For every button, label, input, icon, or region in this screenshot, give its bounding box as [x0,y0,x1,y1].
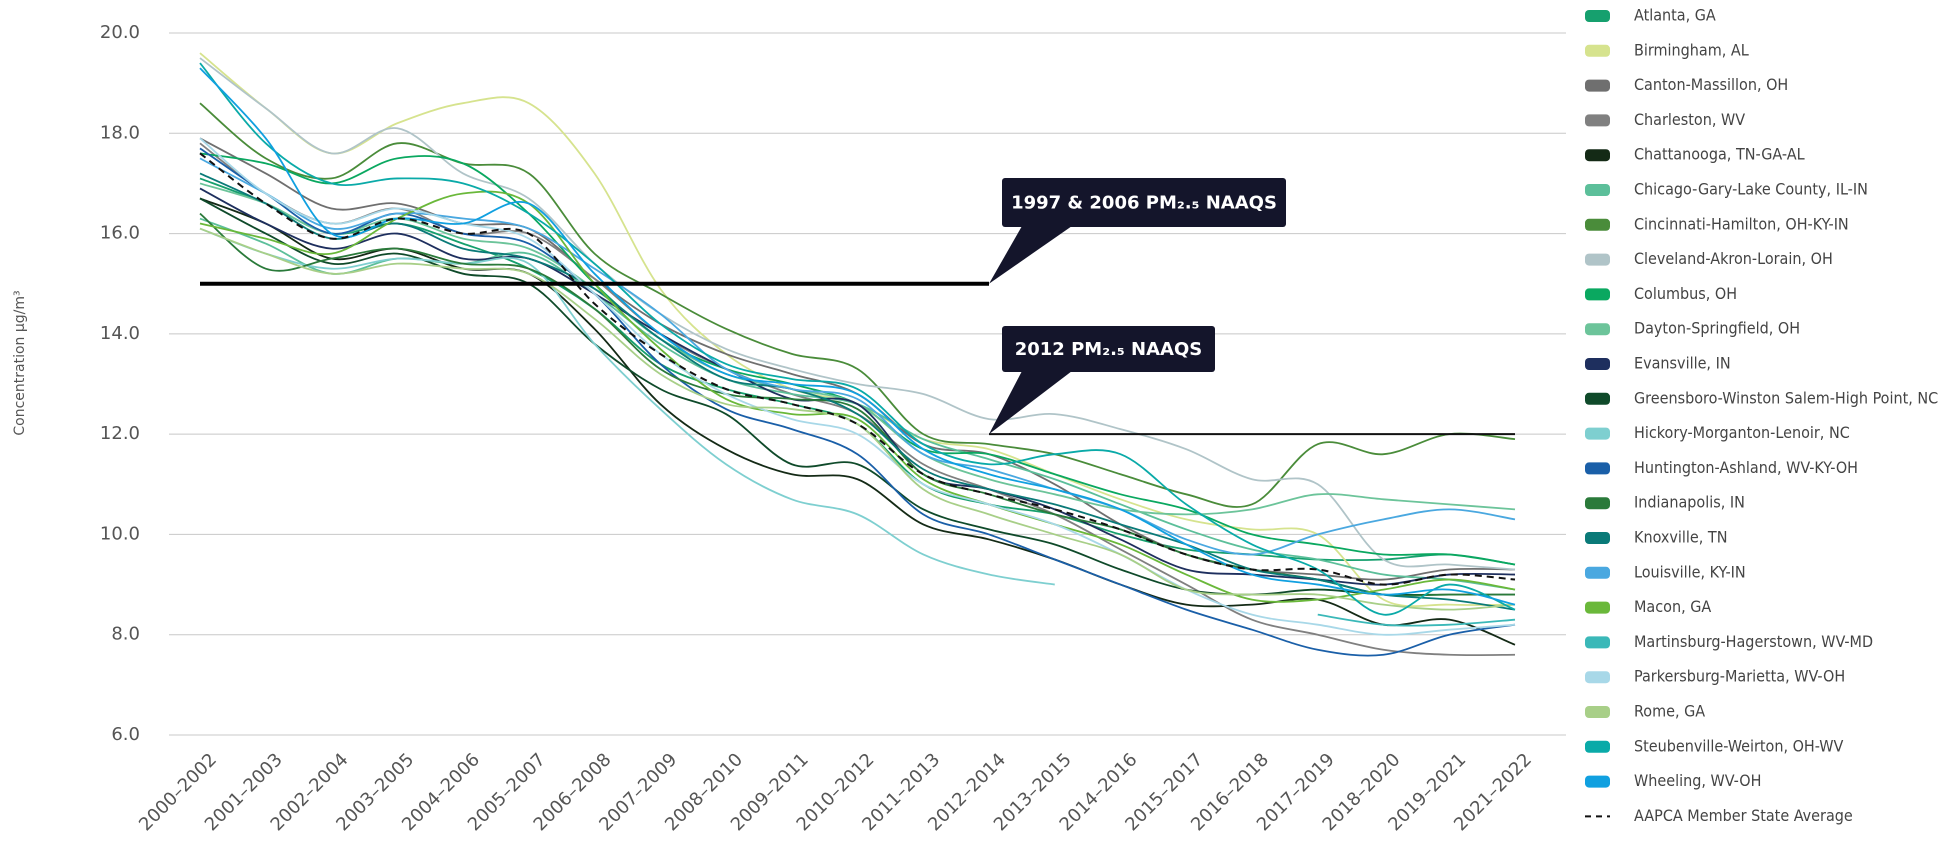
legend-label: Birmingham, AL [1634,40,1749,59]
legend-swatch [1585,566,1610,579]
legend-label: AAPCA Member State Average [1634,806,1853,825]
legend-swatch [1585,184,1610,196]
y-tick-label: 10.0 [100,523,140,544]
legend-swatch [1585,392,1610,405]
y-tick-label: 18.0 [100,122,140,143]
series-line [199,137,1516,636]
series-line [199,62,1516,616]
legend-label: Wheeling, WV-OH [1634,771,1761,790]
legend-label: Chattanooga, TN-GA-AL [1634,145,1805,164]
series-line [199,197,1516,646]
y-tick-label: 16.0 [100,223,140,244]
legend-label: Chicago-Gary-Lake County, IL-IN [1634,180,1868,199]
legend-label: Rome, GA [1634,702,1705,721]
legend-swatch [1585,358,1610,370]
legend-swatch [1585,44,1610,57]
series-line [199,177,1516,566]
legend-label: Parkersburg-Marietta, WV-OH [1634,667,1845,686]
legend-label: Greensboro-Winston Salem-High Point, NC [1634,388,1938,407]
legend-label: Macon, GA [1634,597,1711,616]
legend-swatch [1585,775,1610,788]
legend-label: Martinsburg-Hagerstown, WV-MD [1634,632,1873,651]
legend-swatch [1585,462,1610,475]
legend-swatch [1585,706,1610,718]
legend-label: Huntington-Ashland, WV-KY-OH [1634,458,1858,477]
series-line [199,227,1516,611]
callout-box [1002,178,1286,227]
series-line [199,57,1516,571]
series-line [1317,613,1516,627]
callout-label: 2012 PM₂.₅ NAAQS [1015,339,1203,360]
series-line [199,147,1516,657]
y-tick-label: 14.0 [100,323,140,344]
y-tick-label: 6.0 [111,724,140,745]
series-line [199,227,1055,586]
series-line [199,172,1516,611]
callout-pointer [989,226,1072,284]
series-line [199,152,1516,566]
legend-swatch [1585,288,1610,301]
legend-label: Knoxville, TN [1634,528,1727,547]
series-line [199,190,1516,603]
legend-swatch [1585,497,1610,510]
legend-label: Steubenville-Weirton, OH-WV [1634,736,1844,755]
callout-pointer [989,371,1072,435]
series-line [199,187,1516,586]
legend-swatch [1585,532,1610,544]
legend-label: Evansville, IN [1634,354,1731,373]
series-line [199,67,1516,606]
legend-swatch [1585,740,1610,753]
series-line [199,102,1516,508]
legend-label: Dayton-Springfield, OH [1634,319,1800,338]
legend-label: Atlanta, GA [1634,6,1716,25]
legend-label: Charleston, WV [1634,110,1745,129]
legend-swatch [1585,671,1610,684]
y-tick-label: 8.0 [111,624,140,645]
legend-label: Louisville, KY-IN [1634,562,1746,581]
legend-label: Cincinnati-Hamilton, OH-KY-IN [1634,214,1849,233]
legend-swatch [1585,636,1610,649]
legend-swatch [1585,114,1610,127]
legend-label: Indianapolis, IN [1634,493,1745,512]
legend-swatch [1585,253,1610,266]
series-line [199,157,1516,556]
legend-label: Columbus, OH [1634,284,1737,303]
legend-swatch [1585,601,1610,614]
callout-box [1002,326,1215,372]
average-line [199,152,1516,586]
legend-label: Canton-Massillon, OH [1634,75,1788,94]
series-line [199,52,1516,608]
y-axis-label: Concentration µg/m³ [12,290,28,435]
legend-swatch [1585,10,1610,22]
legend-label: Cleveland-Akron-Lorain, OH [1634,249,1833,268]
legend-swatch [1585,427,1610,440]
legend-swatch [1585,79,1610,92]
legend-swatch [1585,218,1610,231]
legend-swatch [1585,323,1610,336]
legend-swatch [1585,149,1610,162]
callout-label: 1997 & 2006 PM₂.₅ NAAQS [1011,193,1277,214]
legend-label: Hickory-Morganton-Lenoir, NC [1634,423,1850,442]
y-tick-label: 20.0 [100,22,140,43]
y-tick-label: 12.0 [100,423,140,444]
